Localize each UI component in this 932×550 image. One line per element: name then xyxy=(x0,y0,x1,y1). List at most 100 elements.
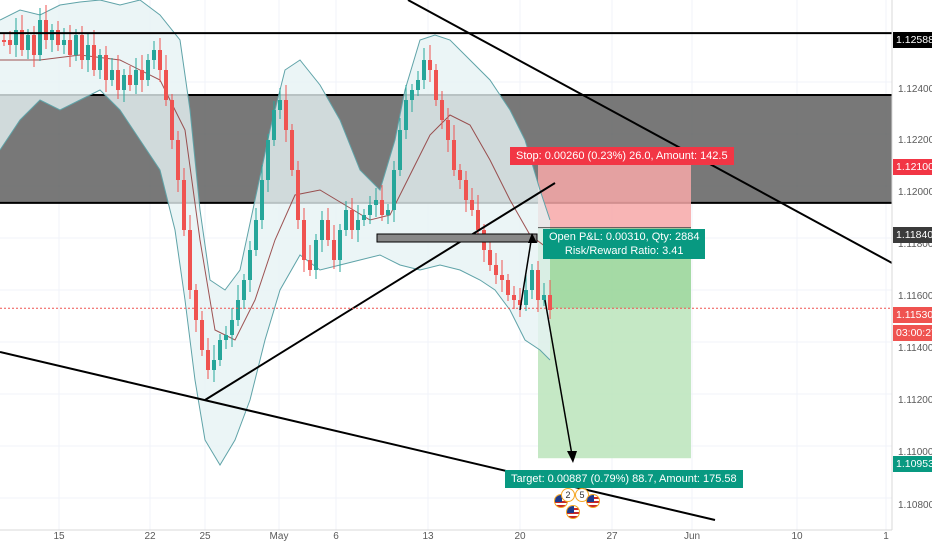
candle-body xyxy=(74,35,78,55)
time-tick: 15 xyxy=(53,531,65,542)
candle-body xyxy=(2,40,6,42)
candle-body xyxy=(212,360,216,370)
candle-body xyxy=(458,170,462,180)
candle-body xyxy=(350,210,354,230)
bollinger-fill xyxy=(0,0,550,465)
candle-body xyxy=(440,100,444,120)
candle-body xyxy=(296,170,300,220)
stop-price-label: 1.12100 xyxy=(893,159,932,175)
candle-body xyxy=(182,180,186,230)
candle-body xyxy=(506,280,510,295)
candle-body xyxy=(428,60,432,70)
candle-body xyxy=(530,270,534,290)
candle-body xyxy=(290,130,294,170)
candle-body xyxy=(146,60,150,80)
event-count-badge[interactable]: 2 xyxy=(561,488,575,502)
candle-body xyxy=(236,300,240,320)
candle-body xyxy=(302,220,306,260)
candle-body xyxy=(500,275,504,280)
candle-body xyxy=(254,220,258,250)
bollinger-bands xyxy=(0,0,551,466)
candle-body xyxy=(128,75,132,85)
stop-label[interactable]: Stop: 0.00260 (0.23%) 26.0, Amount: 142.… xyxy=(510,147,734,165)
ascending-trendline xyxy=(204,182,556,401)
entry-zone-bar xyxy=(376,233,538,243)
price-tick: 1.12400 xyxy=(898,84,932,95)
candle-body xyxy=(344,210,348,230)
candle-body xyxy=(272,110,276,140)
candle-body xyxy=(284,100,288,130)
target-label[interactable]: Target: 0.00887 (0.79%) 88.7, Amount: 17… xyxy=(505,470,743,488)
drawings[interactable] xyxy=(0,0,893,521)
candle-body xyxy=(134,70,138,85)
candle-body xyxy=(140,70,144,80)
candle-body xyxy=(314,240,318,270)
time-tick: Jun xyxy=(683,531,701,542)
candle-body xyxy=(248,250,252,280)
bollinger-basis xyxy=(0,54,551,341)
candle-body xyxy=(512,295,516,300)
candle-body xyxy=(116,70,120,90)
candle-body xyxy=(434,70,438,100)
candle-body xyxy=(206,350,210,370)
candle-body xyxy=(392,170,396,210)
target-price-label: 1.10953 xyxy=(893,456,932,472)
price-tick: 1.11800 xyxy=(898,239,932,250)
time-tick: 25 xyxy=(199,531,211,542)
candle-body xyxy=(176,140,180,180)
candle-body xyxy=(194,290,198,320)
candle-body xyxy=(338,230,342,260)
candle-body xyxy=(332,240,336,260)
us-flag-icon[interactable] xyxy=(586,494,600,508)
candle-body xyxy=(56,30,60,45)
candle-body xyxy=(308,260,312,270)
candle-body xyxy=(266,140,270,180)
candle-body xyxy=(518,300,522,305)
candle-body xyxy=(278,100,282,110)
open-pnl-label[interactable]: Open P&L: 0.00310, Qty: 2884 Risk/Reward… xyxy=(543,229,706,259)
candle-body xyxy=(92,45,96,70)
countdown-label: 03:00:27 xyxy=(893,325,932,341)
time-tick: 27 xyxy=(606,531,618,542)
candle-body xyxy=(476,210,480,230)
candle-body xyxy=(380,200,384,215)
candle-body xyxy=(86,45,90,60)
projection-up xyxy=(519,234,533,311)
candle-body xyxy=(14,30,18,45)
projection-down xyxy=(544,299,573,456)
candle-body xyxy=(356,220,360,230)
candle-body xyxy=(20,30,24,50)
candle-body xyxy=(422,60,426,80)
candle-body xyxy=(110,70,114,80)
candle-body xyxy=(80,35,84,60)
candle-body xyxy=(98,55,102,70)
candle-body xyxy=(416,80,420,90)
arrow-head-up xyxy=(528,233,537,243)
candle-body xyxy=(374,200,378,205)
candle-body xyxy=(326,220,330,240)
candle-body xyxy=(320,220,324,240)
stop-loss-zone xyxy=(538,160,691,228)
candle-body xyxy=(158,50,162,70)
candle-body xyxy=(410,90,414,100)
price-tick: 1.10800 xyxy=(898,500,932,511)
candle-body xyxy=(38,20,42,55)
time-tick: 20 xyxy=(514,531,526,542)
candle-body xyxy=(362,215,366,220)
candle-body xyxy=(152,50,156,60)
price-tick: 1.11200 xyxy=(898,395,932,406)
bollinger-lower xyxy=(0,89,551,466)
candle-body xyxy=(164,70,168,100)
candle-body xyxy=(68,40,72,55)
candle-body xyxy=(188,230,192,290)
us-flag-icon[interactable] xyxy=(566,505,580,519)
current-price-label: 1.11530 xyxy=(893,307,932,323)
candle-body xyxy=(260,180,264,220)
candle-body xyxy=(62,40,66,45)
candle-body xyxy=(398,130,402,170)
price-tick: 1.11000 xyxy=(898,447,932,458)
candle-body xyxy=(218,340,222,360)
bollinger-upper xyxy=(0,0,551,291)
resistance-price-label: 1.12588 xyxy=(893,32,932,48)
